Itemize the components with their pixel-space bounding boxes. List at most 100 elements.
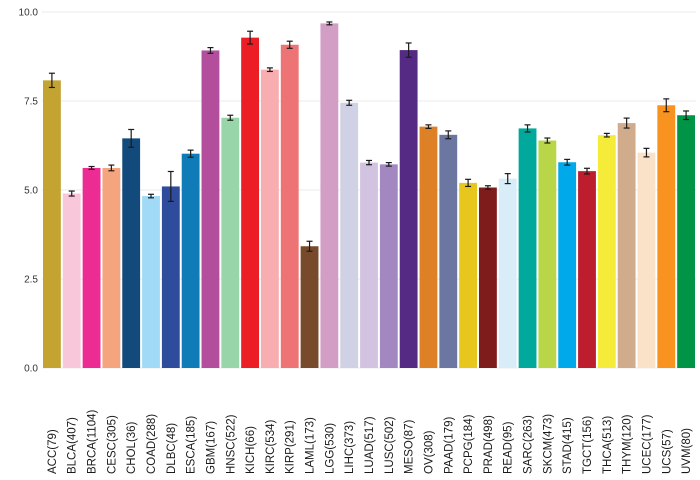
error-bar <box>88 165 95 170</box>
bar <box>102 167 121 368</box>
y-tick-label: 10.0 <box>19 8 39 19</box>
bar <box>320 23 339 369</box>
error-bar <box>445 130 452 140</box>
x-tick-label: TGCT(156) <box>582 416 594 474</box>
bar <box>419 126 438 369</box>
x-tick-label: KIRC(534) <box>265 420 277 474</box>
x-tick-label: UCS(57) <box>661 429 673 474</box>
error-bar <box>286 40 293 49</box>
bar <box>518 128 537 368</box>
error-bar <box>584 167 590 175</box>
y-axis-tick-labels: 0.0 2.5 5.0 7.5 10.0 <box>19 8 39 375</box>
bar <box>181 153 200 368</box>
error-bar <box>544 137 551 144</box>
bar <box>201 50 220 368</box>
bar <box>142 196 160 368</box>
bar <box>360 162 378 368</box>
error-bar <box>623 117 630 129</box>
error-bar <box>663 98 670 113</box>
bars <box>42 23 696 369</box>
y-tick-label: 7.5 <box>24 97 38 108</box>
error-bar <box>405 42 412 58</box>
x-tick-label: LAML(173) <box>305 417 317 474</box>
x-tick-label: THCA(513) <box>602 416 614 474</box>
error-bar <box>187 149 194 158</box>
x-axis-tick-labels: ACC(79) BLCA(407) BRCA(1104) CESC(305) CHOL(… <box>47 409 693 474</box>
x-tick-label: ESCA(185) <box>186 416 198 474</box>
bar <box>498 178 517 368</box>
x-tick-label: SKCM(473) <box>542 414 554 474</box>
bar <box>161 186 180 368</box>
error-bars <box>48 21 690 252</box>
y-tick-label: 2.5 <box>24 275 38 286</box>
bar <box>657 105 676 368</box>
x-tick-label: LGG(530) <box>324 423 336 474</box>
bar <box>82 167 101 368</box>
bar <box>241 37 260 369</box>
x-tick-label: LIHC(373) <box>344 421 356 474</box>
error-bar <box>564 158 571 166</box>
x-tick-label: KICH(66) <box>245 426 257 474</box>
y-tick-label: 0.0 <box>24 364 38 375</box>
error-bar <box>306 240 313 252</box>
bar <box>538 140 557 368</box>
error-bar <box>524 124 531 133</box>
error-bar <box>603 132 610 138</box>
bar <box>122 138 141 368</box>
bar <box>597 135 616 368</box>
bar <box>677 115 696 369</box>
bar <box>399 50 418 368</box>
error-bar <box>128 128 135 148</box>
bar <box>260 69 279 368</box>
bar <box>221 117 240 369</box>
x-tick-label: GBM(167) <box>205 421 217 474</box>
error-bar <box>48 72 55 89</box>
x-tick-label: KIRP(291) <box>285 420 297 474</box>
y-tick-label: 5.0 <box>24 186 38 197</box>
x-tick-label: HNSC(522) <box>225 414 237 474</box>
x-tick-label: LUSC(502) <box>384 416 396 474</box>
x-tick-label: ACC(79) <box>47 429 59 474</box>
x-tick-label: CESC(305) <box>106 415 118 474</box>
bar <box>42 80 61 369</box>
error-bar <box>504 173 511 185</box>
error-bar <box>167 170 174 202</box>
error-bar <box>484 185 491 190</box>
bar <box>300 246 319 368</box>
x-tick-label: BRCA(1104) <box>87 409 99 474</box>
error-bar <box>346 99 353 106</box>
bar <box>478 187 497 368</box>
error-bar <box>266 67 273 73</box>
x-tick-label: PCPG(184) <box>463 414 475 474</box>
x-tick-label: SARC(263) <box>523 415 535 474</box>
bar <box>617 123 636 369</box>
error-bar <box>207 46 214 54</box>
error-bar <box>366 159 372 166</box>
error-bar <box>108 164 115 172</box>
error-bar <box>385 161 392 167</box>
error-bar <box>148 193 154 199</box>
bar <box>280 44 299 368</box>
error-bar <box>326 21 333 26</box>
bar <box>637 152 656 368</box>
x-tick-label: PRAD(498) <box>483 415 495 474</box>
bar <box>62 193 81 368</box>
x-tick-label: PAAD(179) <box>443 417 455 474</box>
bar <box>558 162 577 368</box>
x-tick-label: BLCA(407) <box>67 417 79 474</box>
x-tick-label: READ(95) <box>503 421 515 474</box>
error-bar <box>227 114 234 121</box>
bar <box>340 102 359 368</box>
x-tick-label: LUAD(517) <box>364 416 376 474</box>
bar <box>379 164 398 368</box>
bar <box>439 134 458 368</box>
bar <box>578 171 596 368</box>
x-tick-label: OV(308) <box>423 430 435 474</box>
error-bar <box>465 178 472 188</box>
x-tick-label: CHOL(36) <box>126 421 138 474</box>
x-tick-label: COAD(288) <box>146 414 158 474</box>
x-tick-label: THYM(120) <box>622 414 634 474</box>
x-tick-label: UVM(80) <box>681 428 693 474</box>
x-tick-label: STAD(415) <box>562 417 574 474</box>
